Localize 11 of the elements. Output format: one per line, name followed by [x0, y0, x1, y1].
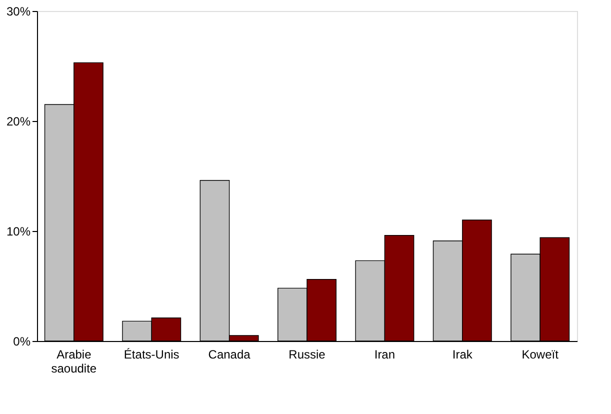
x-tick-label: Koweït [522, 348, 560, 362]
x-tick-label: Irak [452, 348, 474, 362]
x-tick-label: États-Unis [124, 348, 180, 362]
x-tick-label: Canada [208, 348, 251, 362]
x-tick-label: Russie [288, 348, 326, 362]
y-tick-label: 0% [13, 334, 31, 348]
y-tick-label: 10% [6, 224, 31, 238]
y-tick-label: 20% [6, 114, 31, 128]
y-tick-label: 30% [6, 4, 31, 18]
x-tick-label: Arabie saoudite [51, 348, 97, 376]
x-tick-label: Iran [374, 348, 396, 362]
